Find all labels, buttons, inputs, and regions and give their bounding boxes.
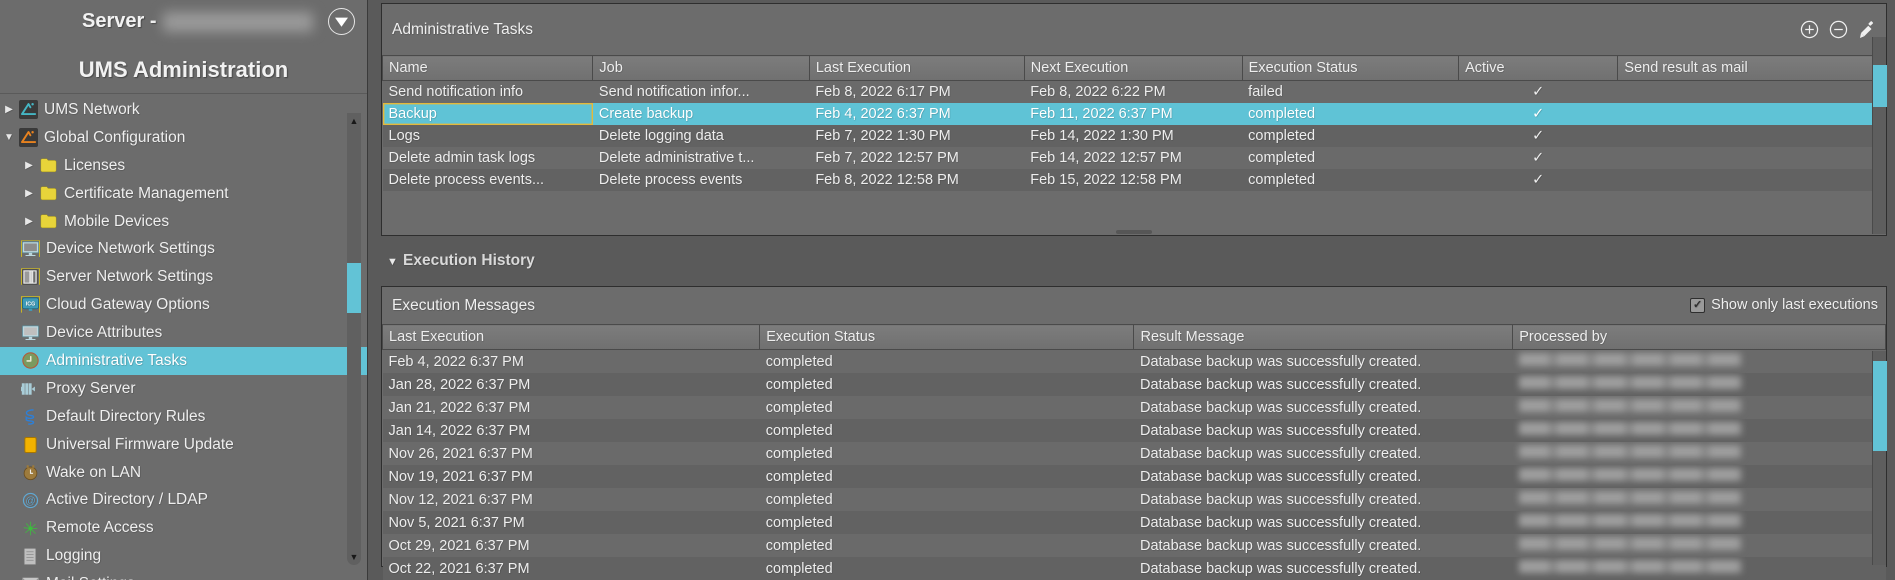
svg-text:@: @: [25, 496, 35, 507]
svg-text:ICG: ICG: [25, 302, 35, 308]
